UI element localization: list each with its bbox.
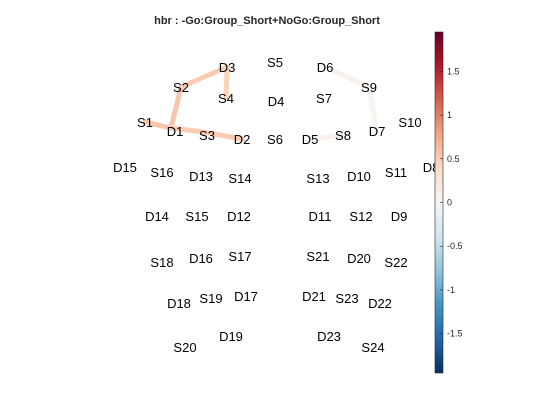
optode-d5: D5: [302, 132, 319, 147]
optode-s12: S12: [349, 209, 372, 224]
optode-s24: S24: [361, 340, 384, 355]
optode-d6: D6: [317, 60, 334, 75]
optode-s13: S13: [306, 171, 329, 186]
colorbar-tick-label: -1: [447, 285, 455, 295]
channel-D3-S4: [223, 64, 230, 101]
optode-d21: D21: [302, 289, 326, 304]
optode-s11: S11: [385, 165, 407, 180]
optode-d3: D3: [219, 60, 236, 75]
channel-S9-D6: [322, 64, 372, 90]
optode-d15: D15: [113, 160, 137, 175]
channel-S3-D2: [200, 129, 245, 142]
optode-s18: S18: [150, 255, 173, 270]
optode-d13: D13: [189, 169, 213, 184]
optode-s1: S1: [137, 115, 153, 130]
optode-d7: D7: [369, 124, 386, 139]
optode-s22: S22: [384, 255, 407, 270]
optode-d23: D23: [317, 329, 341, 344]
colorbar: 1.5 1 0.5 0 -0.5 -1 -1.5: [434, 31, 463, 374]
channel-D1-S2: [168, 84, 184, 131]
optode-d14: D14: [145, 209, 169, 224]
optode-s21: S21: [306, 249, 329, 264]
optode-d11: D11: [309, 209, 332, 224]
optode-s15: S15: [185, 209, 208, 224]
optode-d22: D22: [368, 296, 392, 311]
colorbar-ticks: 1.5 1 0.5 0 -0.5 -1 -1.5: [440, 66, 463, 339]
channel-D1-S3: [168, 125, 206, 135]
optode-d10: D10: [347, 169, 371, 184]
optode-s20: S20: [173, 340, 196, 355]
optode-d19: D19: [219, 329, 243, 344]
figure-title: hbr : -Go:Group_Short+NoGo:Group_Short: [154, 15, 380, 27]
optode-s9: S9: [361, 80, 377, 95]
optode-s5: S5: [267, 55, 283, 70]
optode-s2: S2: [173, 80, 189, 95]
optode-d2: D2: [234, 132, 251, 147]
optode-s19: S19: [199, 291, 222, 306]
channel-S9-D7: [366, 84, 380, 134]
optode-d12: D12: [227, 209, 251, 224]
optode-s8: S8: [335, 128, 351, 143]
optode-s14: S14: [228, 171, 251, 186]
optode-d17: D17: [234, 289, 258, 304]
colorbar-tick-label: -1.5: [447, 329, 463, 339]
colorbar-tick-label: 0.5: [447, 154, 460, 164]
optode-d16: D16: [189, 251, 213, 266]
optode-d4: D4: [268, 94, 285, 109]
optode-d18: D18: [167, 296, 191, 311]
optode-s7: S7: [316, 91, 332, 106]
optode-s4: S4: [218, 91, 234, 106]
optode-s10: S10: [398, 115, 421, 130]
colorbar-tick-label: 1: [447, 110, 452, 120]
optode-s16: S16: [150, 165, 173, 180]
channel-S2-D3: [178, 64, 230, 90]
optode-s6: S6: [267, 132, 283, 147]
optode-s3: S3: [199, 128, 215, 143]
optode-s23: S23: [335, 291, 358, 306]
optode-d1: D1: [167, 124, 184, 139]
colorbar-tick-label: 1.5: [447, 66, 460, 76]
channel-layer: [142, 64, 380, 142]
optode-d20: D20: [347, 251, 371, 266]
colorbar-tick-label: -0.5: [447, 241, 463, 251]
optode-s17: S17: [228, 249, 251, 264]
channel-S1-D1: [142, 119, 174, 131]
channel-D5-S8: [307, 132, 346, 142]
colorbar-tick-label: 0: [447, 198, 452, 208]
optode-d9: D9: [391, 209, 408, 224]
